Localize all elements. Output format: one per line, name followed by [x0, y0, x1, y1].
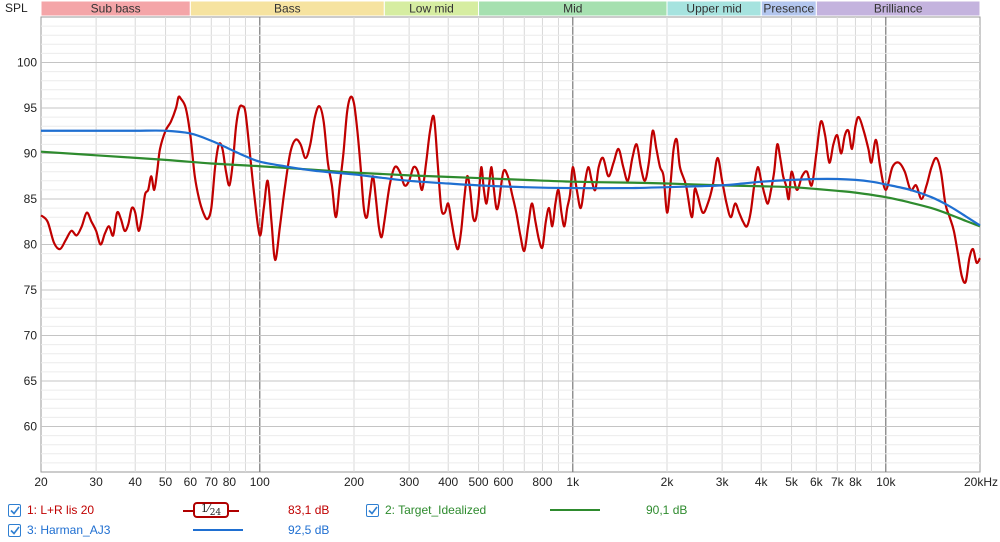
x-tick-label-11: 500 [469, 475, 489, 489]
legend-label-series-1: 1: L+R lis 20 [27, 503, 95, 517]
series-line-3 [40, 129, 981, 227]
legend: 1: L+R lis 20 1⁄24 83,1 dB 2: Target_Ide… [0, 496, 1000, 542]
series [40, 95, 981, 284]
x-tick-label-0: 20 [34, 475, 48, 489]
band-6 [815, 0, 981, 17]
x-tick-label-22: 10k [876, 475, 896, 489]
x-tick-label-23: 20kHz [964, 475, 998, 489]
checkbox-series-2[interactable] [366, 503, 379, 517]
x-tick-label-21: 8k [849, 475, 863, 489]
legend-value-series-2: 90,1 dB [646, 503, 688, 517]
x-tick-label-6: 80 [223, 475, 237, 489]
band-label-0: Sub bass [91, 2, 141, 16]
axes: 60 65 70 75 80 85 90 95 100 20 30 40 50 60 70 80 100 200 3… [17, 56, 998, 490]
x-tick-label-4: 60 [184, 475, 198, 489]
x-tick-label-10: 400 [438, 475, 458, 489]
series-line-2 [40, 150, 981, 228]
x-tick-label-16: 3k [716, 475, 730, 489]
x-tick-label-19: 6k [810, 475, 824, 489]
x-tick-label-20: 7k [831, 475, 845, 489]
x-tick-label-2: 40 [129, 475, 143, 489]
x-tick-label-7: 100 [250, 475, 270, 489]
checkbox-series-3[interactable] [8, 523, 21, 537]
y-tick-label-8: 100 [17, 56, 37, 70]
y-tick-label-5: 85 [24, 192, 38, 206]
smoothing-fraction: 1⁄24 [200, 501, 222, 519]
band-label-1: Bass [274, 2, 301, 16]
frequency-response-chart: Sub bass Bass Low mid Mid Upper mid Presence B… [5, 0, 998, 490]
band-label-5: Presence [763, 2, 814, 16]
y-tick-label-6: 90 [24, 147, 38, 161]
band-label-2: Low mid [409, 2, 454, 16]
x-tick-label-1: 30 [89, 475, 103, 489]
frequency-band-bar: Sub bass Bass Low mid Mid Upper mid Presence B… [40, 0, 981, 17]
legend-item-series-3[interactable]: 3: Harman_AJ3 [8, 520, 110, 540]
band-label-6: Brilliance [874, 2, 923, 16]
x-tick-label-9: 300 [399, 475, 419, 489]
band-label-4: Upper mid [686, 2, 741, 16]
y-tick-label-4: 80 [24, 238, 38, 252]
y-tick-label-1: 65 [24, 374, 38, 388]
legend-swatch-series-2 [550, 509, 600, 511]
y-tick-label-7: 95 [24, 101, 38, 115]
x-tick-label-8: 200 [344, 475, 364, 489]
legend-value-series-3: 92,5 dB [288, 523, 330, 537]
x-tick-label-14: 1k [566, 475, 580, 489]
legend-label-series-2: 2: Target_Idealized [385, 503, 487, 517]
legend-value-series-1: 83,1 dB [288, 503, 330, 517]
smoothing-denominator: 24 [209, 508, 222, 519]
x-tick-label-13: 800 [532, 475, 552, 489]
y-tick-label-3: 75 [24, 283, 38, 297]
x-tick-label-5: 70 [205, 475, 219, 489]
x-tick-label-12: 600 [493, 475, 513, 489]
legend-label-series-3: 3: Harman_AJ3 [27, 523, 111, 537]
legend-swatch-series-3 [193, 529, 243, 531]
smoothing-numerator: 1 [200, 501, 208, 515]
x-tick-label-18: 5k [785, 475, 799, 489]
checkbox-series-1[interactable] [8, 503, 21, 517]
legend-item-series-1[interactable]: 1: L+R lis 20 [8, 500, 94, 520]
x-tick-label-15: 2k [661, 475, 675, 489]
y-axis-label: SPL [5, 1, 28, 15]
x-tick-label-17: 4k [755, 475, 769, 489]
band-label-3: Mid [563, 2, 582, 16]
y-tick-label-2: 70 [24, 329, 38, 343]
x-tick-label-3: 50 [159, 475, 173, 489]
y-tick-label-0: 60 [24, 420, 38, 434]
legend-item-series-2[interactable]: 2: Target_Idealized [366, 500, 486, 520]
smoothing-indicator[interactable]: 1⁄24 [183, 501, 239, 519]
